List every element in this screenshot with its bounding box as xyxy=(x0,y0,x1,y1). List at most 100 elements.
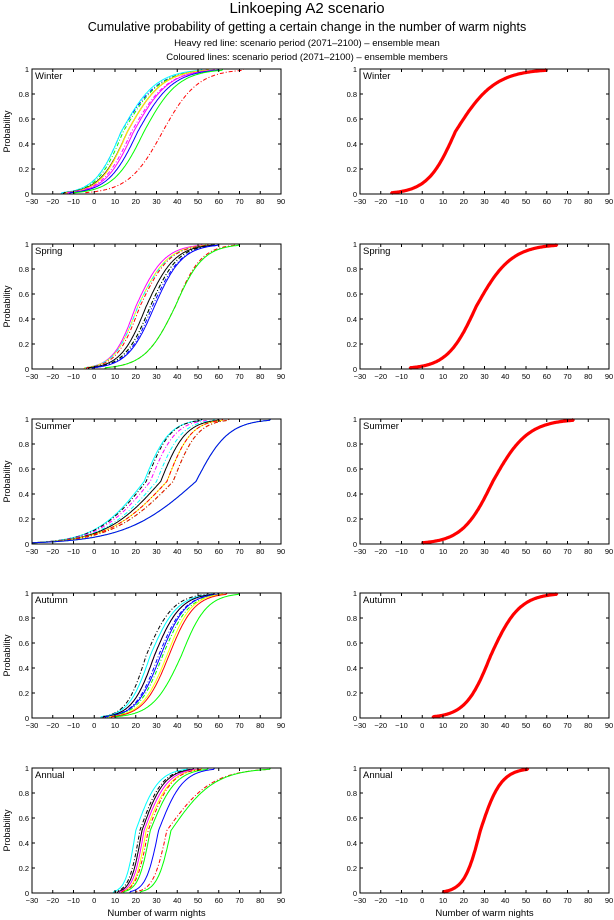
x-tick-label: 0 xyxy=(92,896,96,905)
members-panel-annual-axes xyxy=(31,767,282,894)
x-tick-label: −10 xyxy=(67,372,80,381)
x-tick-label: −20 xyxy=(374,896,387,905)
x-tick-label: 80 xyxy=(584,197,592,206)
y-tick-label: 0.6 xyxy=(19,814,29,823)
y-tick-label: 0.6 xyxy=(347,115,357,124)
y-tick-label: 1 xyxy=(353,589,357,598)
ensemble-mean-curve xyxy=(441,767,530,894)
member-curve xyxy=(32,68,281,195)
x-tick-label: 0 xyxy=(92,547,96,556)
y-tick-label: 0.2 xyxy=(347,515,357,524)
x-tick-label: 20 xyxy=(460,197,468,206)
member-curve xyxy=(32,767,281,894)
y-tick-label: 0.8 xyxy=(19,614,29,623)
x-tick-label: 0 xyxy=(420,197,424,206)
x-tick-label: 50 xyxy=(522,372,530,381)
x-tick-label: 20 xyxy=(460,896,468,905)
x-tick-label: 60 xyxy=(543,896,551,905)
x-tick-label: 30 xyxy=(152,896,160,905)
x-tick-label: 50 xyxy=(194,372,202,381)
x-tick-label: 80 xyxy=(256,197,264,206)
mean-panel-annual-axes xyxy=(359,767,610,894)
x-tick-label: −20 xyxy=(46,197,59,206)
y-tick-label: 0.6 xyxy=(347,290,357,299)
x-tick-label: 40 xyxy=(173,197,181,206)
x-tick-label: 90 xyxy=(277,372,285,381)
x-axis-label: Number of warm nights xyxy=(435,908,533,919)
y-tick-label: 0.6 xyxy=(19,465,29,474)
x-tick-label: 0 xyxy=(92,372,96,381)
y-tick-label: 0 xyxy=(25,540,29,549)
member-curve xyxy=(32,767,281,894)
x-tick-label: 30 xyxy=(152,197,160,206)
y-tick-label: 0.8 xyxy=(347,90,357,99)
x-tick-label: 0 xyxy=(92,721,96,730)
x-tick-label: −10 xyxy=(67,547,80,556)
x-tick-label: 60 xyxy=(215,721,223,730)
x-tick-label: 40 xyxy=(173,896,181,905)
y-tick-label: 1 xyxy=(353,240,357,249)
y-tick-label: 0 xyxy=(25,889,29,898)
mean-panel-summer-axes xyxy=(359,418,610,545)
x-tick-label: 80 xyxy=(584,372,592,381)
x-tick-label: 40 xyxy=(501,721,509,730)
member-curve xyxy=(32,767,281,894)
season-label: Summer xyxy=(35,421,71,432)
x-tick-label: 90 xyxy=(277,896,285,905)
member-curve xyxy=(32,68,281,195)
x-tick-label: −30 xyxy=(354,547,367,556)
member-curve xyxy=(32,767,281,894)
x-tick-label: 50 xyxy=(522,721,530,730)
x-tick-label: 50 xyxy=(194,547,202,556)
season-label: Winter xyxy=(363,71,390,82)
member-curve xyxy=(32,243,281,370)
member-curve xyxy=(32,243,281,370)
member-curve xyxy=(32,592,281,719)
x-tick-label: 60 xyxy=(215,197,223,206)
x-tick-label: 90 xyxy=(605,197,613,206)
member-curve xyxy=(31,418,281,545)
member-curve xyxy=(32,767,281,894)
x-tick-label: 10 xyxy=(439,721,447,730)
x-tick-label: −20 xyxy=(374,372,387,381)
y-tick-label: 0.8 xyxy=(347,440,357,449)
y-tick-label: 0.2 xyxy=(347,689,357,698)
member-curve xyxy=(32,767,281,894)
season-label: Autumn xyxy=(363,595,396,606)
x-tick-label: −30 xyxy=(354,197,367,206)
member-curve xyxy=(32,767,281,894)
y-tick-label: 0.8 xyxy=(19,789,29,798)
y-tick-label: 0.4 xyxy=(347,839,357,848)
member-curve xyxy=(31,418,281,545)
y-tick-label: 0 xyxy=(25,190,29,199)
x-tick-label: 20 xyxy=(132,721,140,730)
x-tick-label: 0 xyxy=(420,547,424,556)
x-tick-label: −10 xyxy=(67,197,80,206)
x-tick-label: 50 xyxy=(522,896,530,905)
y-tick-label: 0.6 xyxy=(347,639,357,648)
member-curve xyxy=(32,68,281,195)
x-axis-label: Number of warm nights xyxy=(107,908,205,919)
x-tick-label: 50 xyxy=(194,896,202,905)
member-curve xyxy=(32,243,281,370)
season-label: Spring xyxy=(35,246,62,257)
x-tick-label: 90 xyxy=(277,721,285,730)
x-tick-label: 80 xyxy=(256,896,264,905)
x-tick-label: −20 xyxy=(374,721,387,730)
x-tick-label: 0 xyxy=(420,372,424,381)
member-curve xyxy=(32,243,281,370)
y-axis-label: Probability xyxy=(2,110,12,153)
x-tick-label: 70 xyxy=(563,197,571,206)
x-tick-label: 70 xyxy=(235,721,243,730)
y-tick-label: 0.8 xyxy=(347,265,357,274)
member-curve xyxy=(32,68,281,195)
y-tick-label: 1 xyxy=(353,764,357,773)
x-tick-label: −30 xyxy=(354,896,367,905)
ensemble-mean-curve xyxy=(408,243,559,370)
x-tick-label: 90 xyxy=(605,547,613,556)
y-tick-label: 0.2 xyxy=(19,864,29,873)
ensemble-mean-curve xyxy=(431,592,559,720)
y-tick-label: 0.8 xyxy=(19,265,29,274)
y-tick-label: 1 xyxy=(353,65,357,74)
y-tick-label: 0.2 xyxy=(19,340,29,349)
